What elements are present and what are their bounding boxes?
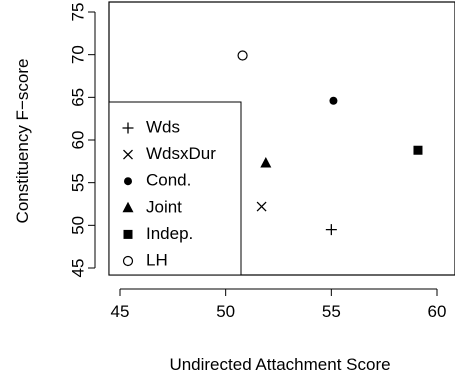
x-tick-label: 60 (428, 302, 447, 321)
y-tick-label: 55 (68, 173, 87, 192)
y-tick-label: 70 (68, 45, 87, 64)
y-axis-label: Constituency F−score (13, 59, 32, 224)
legend-label: LH (146, 250, 168, 269)
legend: Wds WdsxDur Cond. Joint Indep. LH (108, 101, 242, 276)
x-tick-label: 55 (322, 302, 341, 321)
legend-marker (122, 201, 134, 213)
legend-marker (123, 149, 133, 160)
y-tick-label: 50 (68, 216, 87, 235)
y-tick-label: 75 (68, 3, 87, 22)
legend-marker (123, 229, 133, 239)
data-points (237, 50, 423, 236)
x-axis-label: Undirected Attachment Score (169, 355, 390, 374)
legend-marker (122, 255, 134, 267)
y-tick-label: 60 (68, 131, 87, 150)
y-axis: 45 50 55 60 65 70 75 (68, 3, 96, 278)
legend-label: Wds (146, 117, 180, 136)
data-point-cond (329, 96, 338, 105)
legend-label: WdsxDur (146, 144, 216, 163)
x-axis: 45 50 55 60 (111, 288, 447, 321)
legend-marker (124, 177, 132, 186)
legend-label: Joint (146, 197, 182, 216)
data-point-wds (325, 224, 337, 236)
x-tick-label: 45 (111, 302, 130, 321)
data-point-wdsxdur (256, 201, 267, 212)
x-tick-label: 50 (216, 302, 235, 321)
legend-label: Cond. (146, 171, 191, 190)
y-tick-label: 65 (68, 88, 87, 107)
legend-box (108, 101, 242, 276)
data-point-indep (413, 145, 423, 155)
y-tick-label: 45 (68, 259, 87, 278)
legend-label: Indep. (146, 224, 193, 243)
data-point-lh (237, 50, 248, 61)
legend-marker (122, 122, 134, 134)
data-point-joint (260, 157, 272, 168)
